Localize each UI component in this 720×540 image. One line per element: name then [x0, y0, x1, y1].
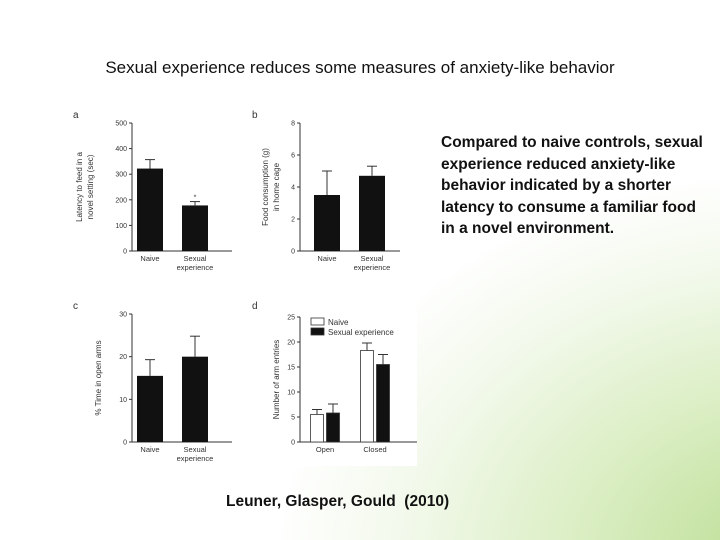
y-axis-title: Latency to feed in a — [75, 152, 84, 222]
bar-a-1 — [182, 205, 208, 251]
panel-b-letter: b — [252, 110, 258, 121]
y-axis-title: novel setting (sec) — [86, 154, 95, 219]
x-category-label: experience — [177, 454, 214, 463]
y-tick-label: 20 — [119, 354, 127, 361]
bar-b-0 — [314, 195, 340, 251]
bar-a-0 — [137, 168, 163, 251]
y-tick-label: 25 — [287, 315, 295, 322]
y-tick-label: 400 — [115, 146, 127, 153]
y-tick-label: 0 — [291, 440, 295, 447]
legend-swatch — [310, 317, 325, 326]
citation: Leuner, Glasper, Gould (2010) — [226, 493, 450, 510]
y-tick-label: 4 — [291, 185, 295, 192]
x-category-label: Open — [316, 445, 334, 454]
y-tick-label: 200 — [115, 197, 127, 204]
bar-d-sexual-experience-1 — [376, 364, 390, 443]
x-category-label: experience — [177, 263, 214, 272]
x-category-label: experience — [354, 263, 391, 272]
legend-label: Naive — [328, 318, 349, 327]
y-tick-label: 10 — [119, 397, 127, 404]
y-tick-label: 2 — [291, 217, 295, 224]
bar-d-naive-1 — [360, 350, 374, 443]
x-category-label: Naive — [317, 254, 336, 263]
y-tick-label: 30 — [119, 312, 127, 319]
x-category-label: Sexual — [184, 254, 207, 263]
slide-title: Sexual experience reduces some measures … — [105, 58, 615, 77]
y-tick-label: 8 — [291, 121, 295, 128]
legend-label: Sexual experience — [328, 328, 394, 337]
caption-text: Compared to naive controls, sexual exper… — [441, 134, 703, 237]
y-tick-label: 0 — [123, 440, 127, 447]
panel-d-letter: d — [252, 301, 258, 312]
y-tick-label: 20 — [287, 340, 295, 347]
y-axis-title: Number of arm entries — [272, 340, 281, 420]
y-tick-label: 100 — [115, 223, 127, 230]
y-tick-label: 6 — [291, 153, 295, 160]
bar-b-1 — [359, 175, 385, 251]
y-tick-label: 5 — [291, 415, 295, 422]
y-axis-title: in home cage — [272, 162, 281, 211]
legend-swatch — [310, 327, 325, 336]
panel-a-letter: a — [73, 110, 79, 121]
panel-b: b 0 2 4 6 8 Food consumption (g) in home cage Na… — [252, 110, 400, 272]
significance-marker: * — [194, 195, 197, 202]
panel-c: c 0 10 20 30 % Time in open arms Naive Sexualex… — [73, 301, 232, 463]
y-tick-label: 10 — [287, 390, 295, 397]
y-tick-label: 0 — [123, 249, 127, 256]
x-category-label: Naive — [140, 254, 159, 263]
y-tick-label: 300 — [115, 172, 127, 179]
y-tick-label: 500 — [115, 121, 127, 128]
y-axis-title: Food consumption (g) — [261, 148, 270, 226]
bar-d-naive-0 — [310, 414, 324, 443]
x-category-label: Sexual — [184, 445, 207, 454]
y-tick-label: 15 — [287, 365, 295, 372]
x-category-label: Naive — [140, 445, 159, 454]
y-axis-title: % Time in open arms — [94, 340, 103, 415]
bar-c-0 — [137, 375, 163, 442]
panel-a: a 0 100 200 300 400 500 Latency to feed in a nov… — [73, 110, 232, 272]
y-tick-label: 0 — [291, 249, 295, 256]
bar-c-1 — [182, 356, 208, 442]
x-category-label: Closed — [363, 445, 386, 454]
figure-panels: a 0 100 200 300 400 500 Latency to feed in a nov… — [70, 106, 417, 466]
bar-d-sexual-experience-0 — [326, 412, 340, 443]
x-category-label: Sexual — [361, 254, 384, 263]
panel-d: d 0 5 10 15 20 25 Number of arm entries Open Clos… — [252, 301, 417, 454]
panel-c-letter: c — [73, 301, 78, 312]
